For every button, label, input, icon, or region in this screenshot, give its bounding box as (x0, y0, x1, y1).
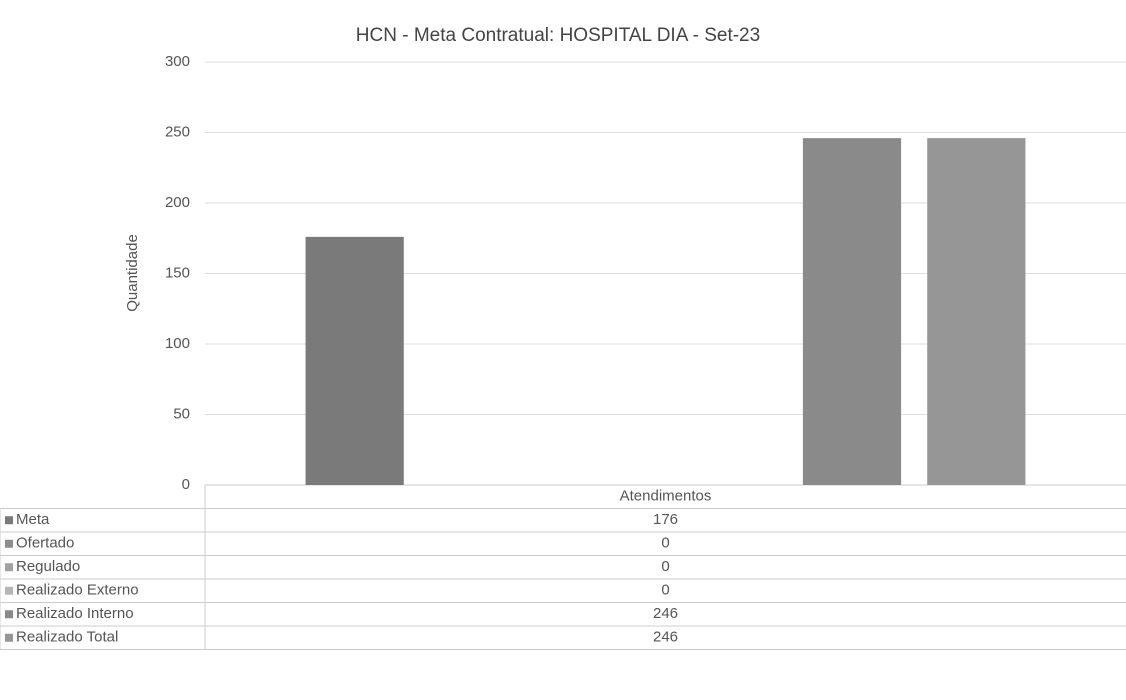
bar (802, 138, 902, 485)
legend-key (5, 516, 13, 525)
legend-key (5, 586, 13, 595)
table-value: 0 (661, 582, 669, 599)
chart-title: HCN - Meta Contratual: HOSPITAL DIA - Se… (356, 25, 760, 46)
y-tick-label: 150 (165, 264, 190, 281)
y-tick-label: 50 (173, 405, 190, 422)
table-value: 0 (661, 535, 669, 552)
x-tick-label: Atendimentos (620, 488, 712, 505)
legend-key (5, 633, 13, 642)
y-tick-label: 250 (165, 123, 190, 140)
legend-label: Realizado Interno (16, 605, 134, 622)
y-tick-label: 100 (165, 335, 190, 352)
legend-key (5, 539, 13, 548)
table-value: 246 (653, 629, 678, 646)
y-tick-label: 0 (182, 476, 190, 493)
table-value: 0 (661, 558, 669, 575)
legend-label: Ofertado (16, 535, 74, 552)
legend-label: Realizado Externo (16, 582, 139, 599)
table-value: 176 (653, 511, 678, 528)
legend-key (5, 563, 13, 572)
legend-label: Regulado (16, 558, 80, 575)
legend-label: Realizado Total (16, 629, 118, 646)
legend-label: Meta (16, 511, 50, 528)
table-value: 246 (653, 605, 678, 622)
legend-key (5, 610, 13, 619)
y-tick-label: 300 (165, 53, 190, 70)
y-tick-label: 200 (165, 194, 190, 211)
y-axis-label: Quantidade (124, 234, 141, 312)
bar (305, 236, 404, 485)
bar (927, 138, 1026, 485)
